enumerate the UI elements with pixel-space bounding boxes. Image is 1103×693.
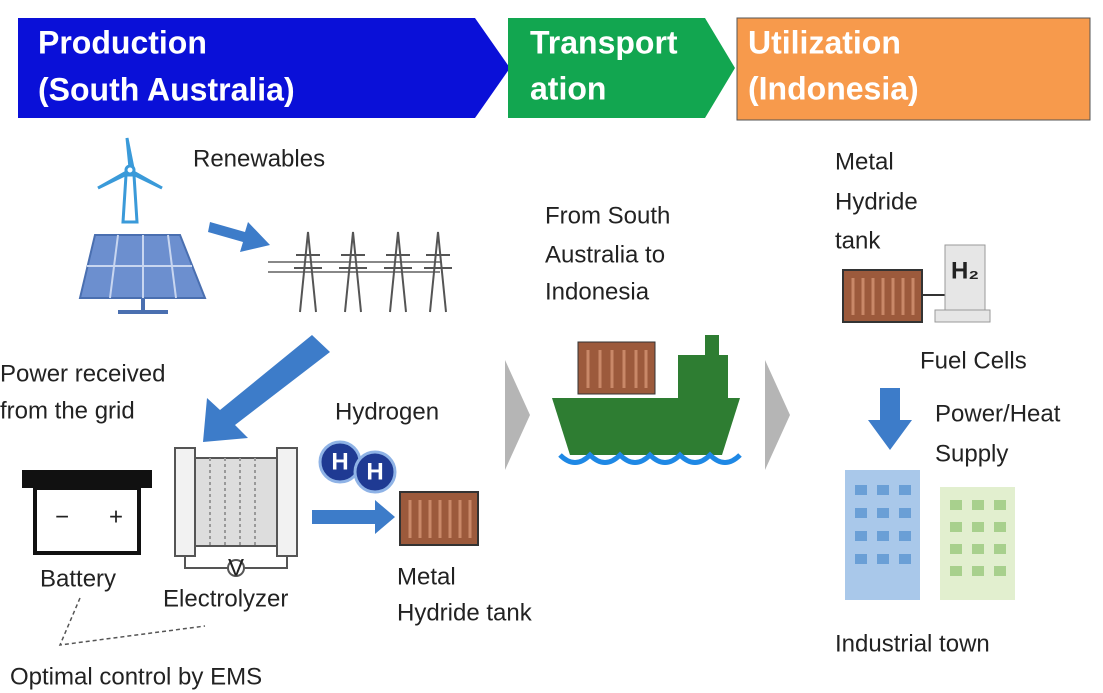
stage-label: ation (530, 70, 606, 106)
label: From South (545, 202, 670, 229)
label: Hydride (835, 188, 918, 215)
hydride-tank (399, 491, 479, 546)
utilization-stage (736, 17, 1091, 121)
building (845, 470, 920, 600)
hydride-tank (842, 269, 945, 323)
building (940, 487, 1015, 600)
label: tank (835, 227, 881, 254)
arrow (868, 388, 912, 450)
label: Optimal control by EMS (10, 663, 262, 690)
battery-terminal: − (55, 503, 69, 530)
ship (552, 335, 742, 465)
arrow (208, 222, 270, 252)
h2-symbol: H₂ (951, 257, 979, 284)
fuel-cell (934, 244, 991, 323)
label: Renewables (193, 145, 325, 172)
label: Power received (0, 360, 165, 387)
chevron (505, 360, 530, 470)
hydrogen-atom (353, 450, 397, 494)
stage-label: Production (38, 24, 207, 60)
voltmeter-label: V (228, 554, 244, 581)
label: Metal (397, 563, 456, 590)
stage-label: (South Australia) (38, 71, 295, 107)
arrow (203, 335, 330, 442)
stage-label: Transport (530, 24, 678, 60)
label: Metal (835, 148, 894, 175)
label: Battery (40, 565, 116, 592)
electrolyzer (174, 447, 298, 577)
stage-label: (Indonesia) (748, 70, 919, 106)
label: Supply (935, 440, 1008, 467)
production-stage (18, 18, 510, 118)
ems-link (58, 597, 206, 646)
battery (22, 470, 152, 555)
atom-label: H (366, 458, 383, 485)
wind-turbine (97, 137, 163, 224)
label: Australia to (545, 241, 665, 268)
label: Fuel Cells (920, 347, 1027, 374)
chevron (765, 360, 790, 470)
label: Hydrogen (335, 398, 439, 425)
label: Hydride tank (397, 599, 533, 626)
label: Industrial town (835, 630, 990, 657)
label: Electrolyzer (163, 585, 288, 612)
label: Power/Heat (935, 400, 1061, 427)
battery-terminal: + (109, 503, 123, 530)
transportation-stage (508, 18, 735, 118)
solar-panel (78, 234, 207, 314)
atom-label: H (331, 448, 348, 475)
label: from the grid (0, 397, 135, 424)
arrow (312, 500, 395, 534)
stage-label: Utilization (748, 24, 901, 60)
label: Indonesia (545, 278, 650, 305)
power-towers (268, 231, 452, 313)
